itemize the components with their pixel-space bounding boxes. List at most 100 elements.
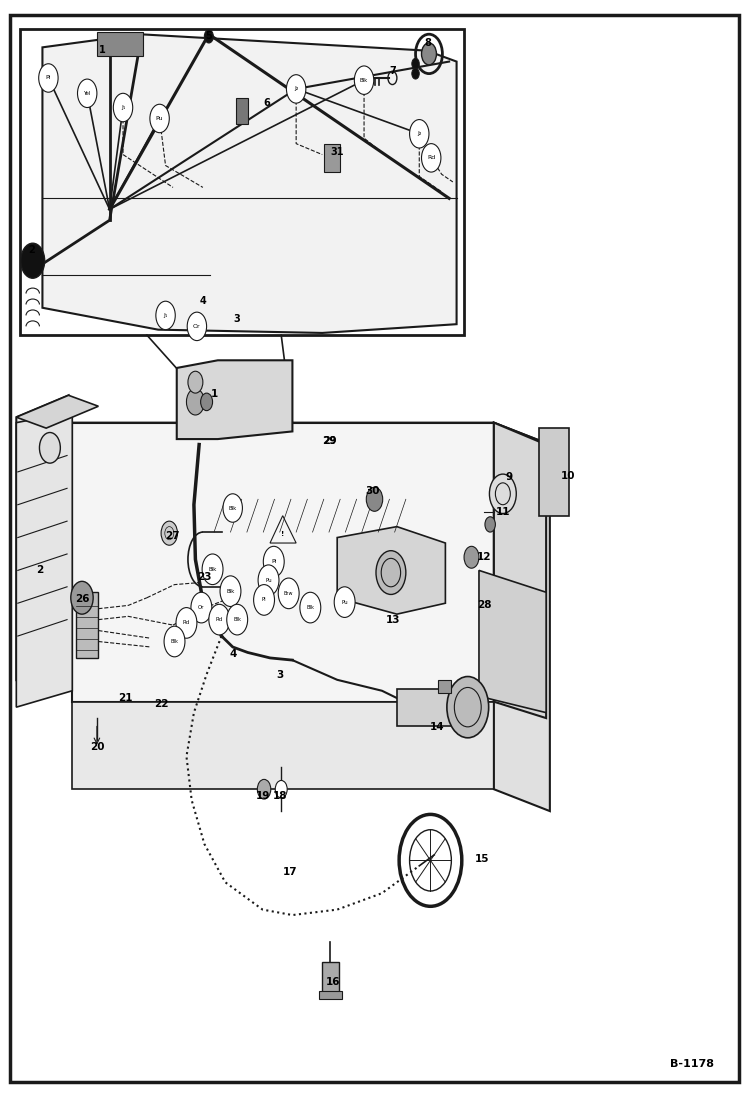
Circle shape [254, 585, 274, 615]
Text: 2: 2 [37, 565, 44, 576]
Polygon shape [73, 422, 494, 702]
Text: 4: 4 [229, 648, 237, 658]
Circle shape [489, 474, 516, 513]
Text: Blk: Blk [360, 78, 369, 82]
Polygon shape [177, 360, 292, 439]
Circle shape [485, 517, 495, 532]
Text: J₁: J₁ [163, 313, 168, 318]
Text: 20: 20 [90, 742, 104, 751]
Bar [319, 991, 342, 999]
Circle shape [334, 587, 355, 618]
Circle shape [447, 677, 488, 738]
Text: 29: 29 [323, 437, 337, 446]
Text: Pu: Pu [156, 116, 163, 121]
Text: Blk: Blk [171, 640, 178, 644]
Text: 1: 1 [210, 389, 218, 399]
Circle shape [161, 521, 178, 545]
Circle shape [412, 68, 419, 79]
Text: 13: 13 [386, 614, 401, 624]
Text: Blk: Blk [226, 589, 234, 593]
Text: B-1178: B-1178 [670, 1060, 714, 1070]
Text: 1: 1 [99, 45, 106, 55]
Polygon shape [43, 34, 457, 332]
Circle shape [422, 43, 437, 65]
Text: Brw: Brw [284, 591, 294, 596]
Text: 29: 29 [323, 437, 336, 446]
Circle shape [156, 302, 175, 330]
Circle shape [201, 393, 213, 410]
Circle shape [176, 608, 197, 638]
Text: 4: 4 [199, 296, 206, 306]
Text: 15: 15 [475, 855, 489, 864]
Text: Rd: Rd [183, 621, 190, 625]
Polygon shape [73, 702, 494, 789]
Circle shape [412, 58, 419, 69]
Circle shape [300, 592, 321, 623]
Polygon shape [479, 570, 546, 713]
Bar [324, 144, 340, 172]
Circle shape [422, 144, 441, 172]
Text: 5: 5 [205, 32, 212, 42]
Text: 6: 6 [264, 98, 270, 109]
Circle shape [71, 581, 93, 614]
Text: Blk: Blk [306, 606, 315, 610]
Text: Yel: Yel [84, 91, 91, 95]
Text: 12: 12 [477, 552, 491, 563]
Text: 30: 30 [365, 486, 380, 496]
Circle shape [354, 66, 374, 94]
Text: 7: 7 [389, 67, 396, 77]
Polygon shape [494, 422, 550, 811]
Text: Blk: Blk [228, 506, 237, 510]
Text: 9: 9 [506, 473, 512, 483]
Circle shape [191, 592, 212, 623]
Text: 3: 3 [276, 670, 283, 680]
Bar [97, 32, 143, 56]
Text: J₂: J₂ [417, 132, 422, 136]
Text: 3: 3 [233, 314, 240, 324]
Text: 19: 19 [255, 791, 270, 801]
Polygon shape [16, 395, 98, 428]
Circle shape [258, 779, 271, 799]
Polygon shape [397, 689, 468, 726]
Text: Pi: Pi [261, 598, 267, 602]
Text: 23: 23 [197, 572, 212, 581]
Bar [322, 962, 339, 995]
Circle shape [21, 244, 45, 279]
Circle shape [187, 313, 207, 340]
Text: 11: 11 [496, 508, 510, 518]
Circle shape [464, 546, 479, 568]
Circle shape [220, 576, 241, 607]
Circle shape [202, 554, 223, 585]
Text: Blk: Blk [208, 567, 216, 572]
Text: 22: 22 [154, 699, 169, 709]
Text: 26: 26 [75, 593, 89, 603]
Circle shape [187, 388, 204, 415]
Text: Or: Or [193, 324, 201, 329]
Text: 14: 14 [430, 722, 444, 732]
Text: Rd: Rd [216, 618, 223, 622]
Text: Or: Or [198, 606, 204, 610]
Circle shape [113, 93, 133, 122]
Polygon shape [337, 527, 446, 614]
Text: 2: 2 [28, 245, 34, 255]
Text: 8: 8 [425, 38, 431, 48]
Circle shape [264, 546, 284, 577]
Circle shape [209, 604, 230, 635]
Text: Rd: Rd [427, 156, 435, 160]
Polygon shape [16, 411, 73, 708]
Text: !: ! [281, 531, 285, 538]
Circle shape [410, 120, 429, 148]
Circle shape [286, 75, 306, 103]
Circle shape [164, 626, 185, 657]
Circle shape [40, 432, 61, 463]
Text: Pu: Pu [265, 578, 272, 583]
Circle shape [188, 371, 203, 393]
Text: Pi: Pi [271, 559, 276, 564]
Text: 27: 27 [165, 531, 180, 542]
Circle shape [223, 494, 243, 522]
Text: Blk: Blk [233, 618, 241, 622]
Text: J₂: J₂ [294, 87, 298, 91]
Circle shape [278, 578, 299, 609]
Polygon shape [16, 395, 69, 680]
Circle shape [275, 780, 287, 798]
